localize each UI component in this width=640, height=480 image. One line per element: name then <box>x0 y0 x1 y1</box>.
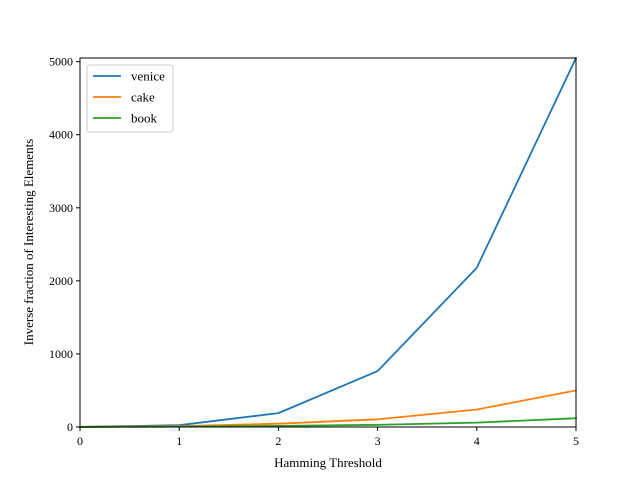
x-tick-label: 1 <box>176 434 182 448</box>
legend-label-cake: cake <box>131 90 155 105</box>
y-tick-label: 0 <box>67 420 73 434</box>
x-axis-ticks: 0 1 2 3 4 5 <box>77 427 579 448</box>
legend-label-book: book <box>131 111 158 126</box>
y-tick-label: 1000 <box>49 347 73 361</box>
y-axis-label: Inverse fraction of Interesting Elements <box>21 139 36 345</box>
y-tick-label: 4000 <box>49 128 73 142</box>
x-tick-label: 5 <box>573 434 579 448</box>
legend-items: venice cake book <box>93 69 165 126</box>
x-axis-label: Hamming Threshold <box>274 455 382 470</box>
plot-frame <box>79 57 577 428</box>
y-tick-label: 5000 <box>49 55 73 69</box>
x-tick-label: 2 <box>275 434 281 448</box>
legend-box <box>86 64 174 133</box>
legend-label-venice: venice <box>131 69 165 84</box>
y-tick-label: 2000 <box>49 274 73 288</box>
y-axis-ticks: 0 1000 2000 3000 4000 5000 <box>49 55 80 434</box>
x-tick-label: 3 <box>375 434 381 448</box>
x-tick-label: 0 <box>77 434 83 448</box>
y-tick-label: 3000 <box>49 201 73 215</box>
legend: venice cake book <box>86 64 174 133</box>
x-tick-label: 4 <box>474 434 480 448</box>
